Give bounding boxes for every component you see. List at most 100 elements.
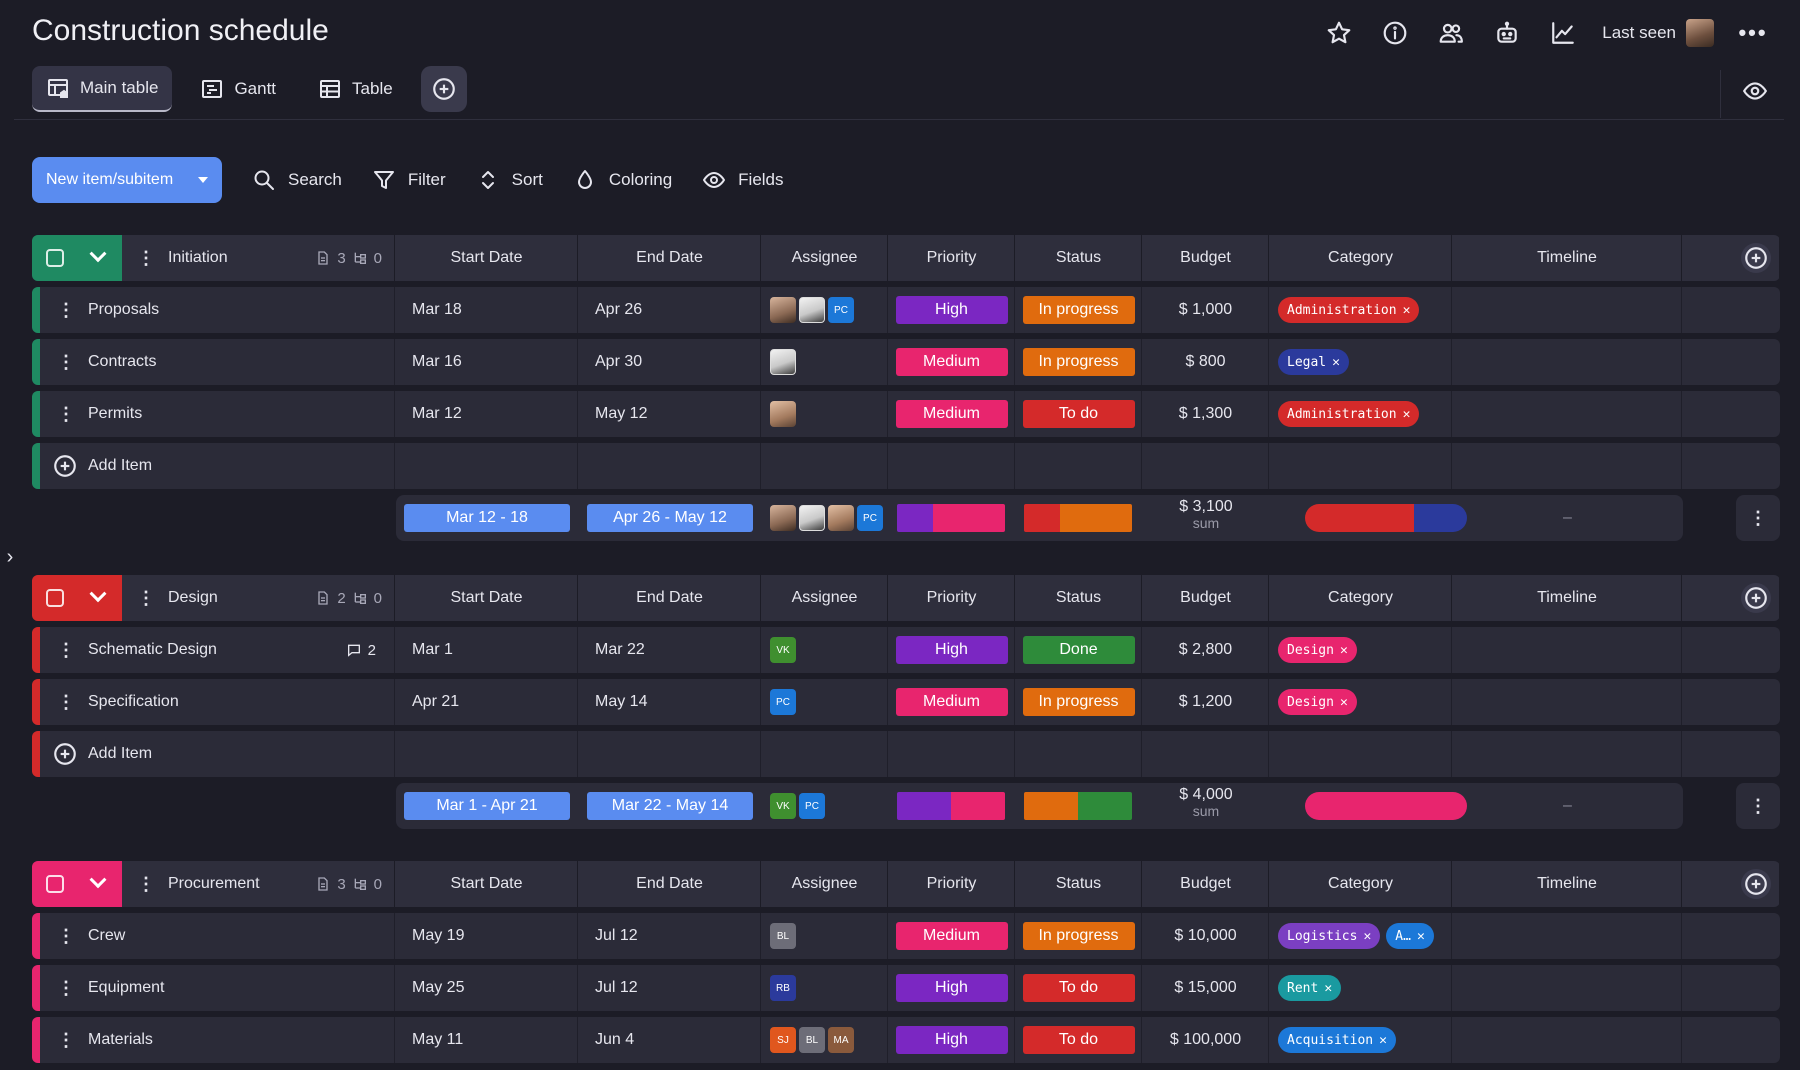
add-item-cell[interactable]: Add Item xyxy=(40,731,395,777)
column-header-start[interactable]: Start Date xyxy=(396,575,578,621)
close-icon[interactable]: ✕ xyxy=(1363,928,1372,944)
chevron-down-icon[interactable] xyxy=(198,177,208,183)
column-header-category[interactable]: Category xyxy=(1270,235,1452,281)
category-cell[interactable]: Acquisition ✕ xyxy=(1270,1017,1452,1063)
add-column-button[interactable] xyxy=(1733,575,1780,621)
category-cell[interactable]: Rent ✕ xyxy=(1270,965,1452,1011)
category-cell[interactable]: Design ✕ xyxy=(1270,679,1452,725)
start-date-cell[interactable]: Mar 16 xyxy=(396,339,578,385)
category-cell[interactable]: Design ✕ xyxy=(1270,627,1452,673)
group-more-button[interactable]: ⋮ xyxy=(1736,495,1780,541)
start-date-cell[interactable]: Mar 1 xyxy=(396,627,578,673)
column-header-budget[interactable]: Budget xyxy=(1143,575,1269,621)
item-name[interactable]: Permits xyxy=(88,405,143,422)
row-menu-icon[interactable]: ⋮ xyxy=(57,691,75,712)
start-date-cell[interactable]: Mar 18 xyxy=(396,287,578,333)
item-name-cell[interactable]: ⋮ Specification xyxy=(40,679,395,725)
column-header-assignee[interactable]: Assignee xyxy=(762,861,888,907)
start-date-cell[interactable]: May 11 xyxy=(396,1017,578,1063)
tab-main-table[interactable]: Main table xyxy=(32,66,173,112)
more-icon[interactable]: ••• xyxy=(1738,20,1768,45)
category-cell[interactable]: Administration ✕ xyxy=(1270,287,1452,333)
priority-cell[interactable]: High xyxy=(889,1017,1015,1063)
end-date-cell[interactable]: Apr 26 xyxy=(579,287,761,333)
status-cell[interactable]: In progress xyxy=(1016,339,1142,385)
category-tag[interactable]: Logistics ✕ xyxy=(1278,923,1381,949)
status-cell[interactable]: To do xyxy=(1016,391,1142,437)
drag-handle-icon[interactable]: ⋮ xyxy=(137,587,155,608)
assignee-cell[interactable]: VK xyxy=(762,627,888,673)
people-icon[interactable] xyxy=(1434,16,1468,50)
group-name[interactable]: Procurement xyxy=(168,875,260,892)
category-tag[interactable]: Administration ✕ xyxy=(1278,401,1420,427)
column-header-budget[interactable]: Budget xyxy=(1143,235,1269,281)
priority-cell[interactable]: High xyxy=(889,965,1015,1011)
board-title[interactable]: Construction schedule xyxy=(32,14,329,47)
column-header-priority[interactable]: Priority xyxy=(889,235,1015,281)
chevron-down-icon[interactable] xyxy=(89,585,107,603)
row-menu-icon[interactable]: ⋮ xyxy=(57,299,75,320)
add-view-button[interactable] xyxy=(420,66,467,112)
timeline-cell[interactable] xyxy=(1453,627,1682,673)
item-name-cell[interactable]: ⋮ Permits xyxy=(40,391,395,437)
budget-cell[interactable]: $ 1,300 xyxy=(1143,391,1269,437)
add-item-row[interactable]: Add Item xyxy=(32,731,1780,777)
timeline-cell[interactable] xyxy=(1453,679,1682,725)
assignee-cell[interactable]: PC xyxy=(762,679,888,725)
item-name-cell[interactable]: ⋮ Contracts xyxy=(40,339,395,385)
table-row[interactable]: ⋮ Schematic Design 2 Mar 1 Mar 22 VK High Done $… xyxy=(32,627,1780,673)
add-item-row[interactable]: Add Item xyxy=(32,443,1780,489)
row-menu-icon[interactable]: ⋮ xyxy=(57,639,75,660)
drag-handle-icon[interactable]: ⋮ xyxy=(137,247,155,268)
tab-table[interactable]: Table xyxy=(304,66,407,112)
priority-cell[interactable]: Medium xyxy=(889,339,1015,385)
category-tag[interactable]: Legal ✕ xyxy=(1278,349,1349,375)
eye-icon[interactable] xyxy=(1738,74,1772,108)
category-tag[interactable]: Design ✕ xyxy=(1278,637,1357,663)
column-header-category[interactable]: Category xyxy=(1270,575,1452,621)
group-name[interactable]: Design xyxy=(168,589,218,606)
new-item-button[interactable]: New item/subitem xyxy=(32,157,222,203)
column-header-end[interactable]: End Date xyxy=(579,575,761,621)
status-cell[interactable]: Done xyxy=(1016,627,1142,673)
column-header-timeline[interactable]: Timeline xyxy=(1453,861,1682,907)
item-name-cell[interactable]: ⋮ Materials xyxy=(40,1017,395,1063)
item-name-cell[interactable]: ⋮ Schematic Design 2 xyxy=(40,627,395,673)
category-tag[interactable]: Rent ✕ xyxy=(1278,975,1342,1001)
assignee-cell[interactable]: SJ BL MA xyxy=(762,1017,888,1063)
assignee-cell[interactable] xyxy=(762,339,888,385)
close-icon[interactable]: ✕ xyxy=(1332,354,1340,370)
category-tag[interactable]: A… ✕ xyxy=(1386,923,1434,949)
column-header-assignee[interactable]: Assignee xyxy=(762,235,888,281)
last-seen[interactable]: Last seen xyxy=(1602,19,1714,47)
drag-handle-icon[interactable]: ⋮ xyxy=(137,873,155,894)
expand-sidebar-icon[interactable]: › xyxy=(6,545,14,568)
comments[interactable]: 2 xyxy=(346,642,376,659)
priority-cell[interactable]: Medium xyxy=(889,679,1015,725)
group-checkbox[interactable] xyxy=(46,875,64,893)
assignee-cell[interactable]: BL xyxy=(762,913,888,959)
search-button[interactable]: Search xyxy=(252,168,342,192)
status-cell[interactable]: In progress xyxy=(1016,679,1142,725)
coloring-button[interactable]: Coloring xyxy=(573,168,672,192)
start-date-cell[interactable]: May 25 xyxy=(396,965,578,1011)
timeline-cell[interactable] xyxy=(1453,287,1682,333)
item-name[interactable]: Schematic Design xyxy=(88,641,217,658)
row-menu-icon[interactable]: ⋮ xyxy=(57,925,75,946)
column-header-assignee[interactable]: Assignee xyxy=(762,575,888,621)
column-header-end[interactable]: End Date xyxy=(579,235,761,281)
fields-button[interactable]: Fields xyxy=(702,168,784,192)
item-name[interactable]: Specification xyxy=(88,693,179,710)
close-icon[interactable]: ✕ xyxy=(1402,302,1411,318)
end-date-cell[interactable]: May 12 xyxy=(579,391,761,437)
item-name[interactable]: Proposals xyxy=(88,301,160,318)
end-date-cell[interactable]: Jul 12 xyxy=(579,965,761,1011)
priority-cell[interactable]: Medium xyxy=(889,391,1015,437)
timeline-cell[interactable] xyxy=(1453,913,1682,959)
assignee-cell[interactable]: PC xyxy=(762,287,888,333)
timeline-cell[interactable] xyxy=(1453,391,1682,437)
close-icon[interactable]: ✕ xyxy=(1402,406,1411,422)
table-row[interactable]: ⋮ Equipment May 25 Jul 12 RB High To do $ 15,00… xyxy=(32,965,1780,1011)
chart-icon[interactable] xyxy=(1546,16,1580,50)
chevron-down-icon[interactable] xyxy=(89,871,107,889)
